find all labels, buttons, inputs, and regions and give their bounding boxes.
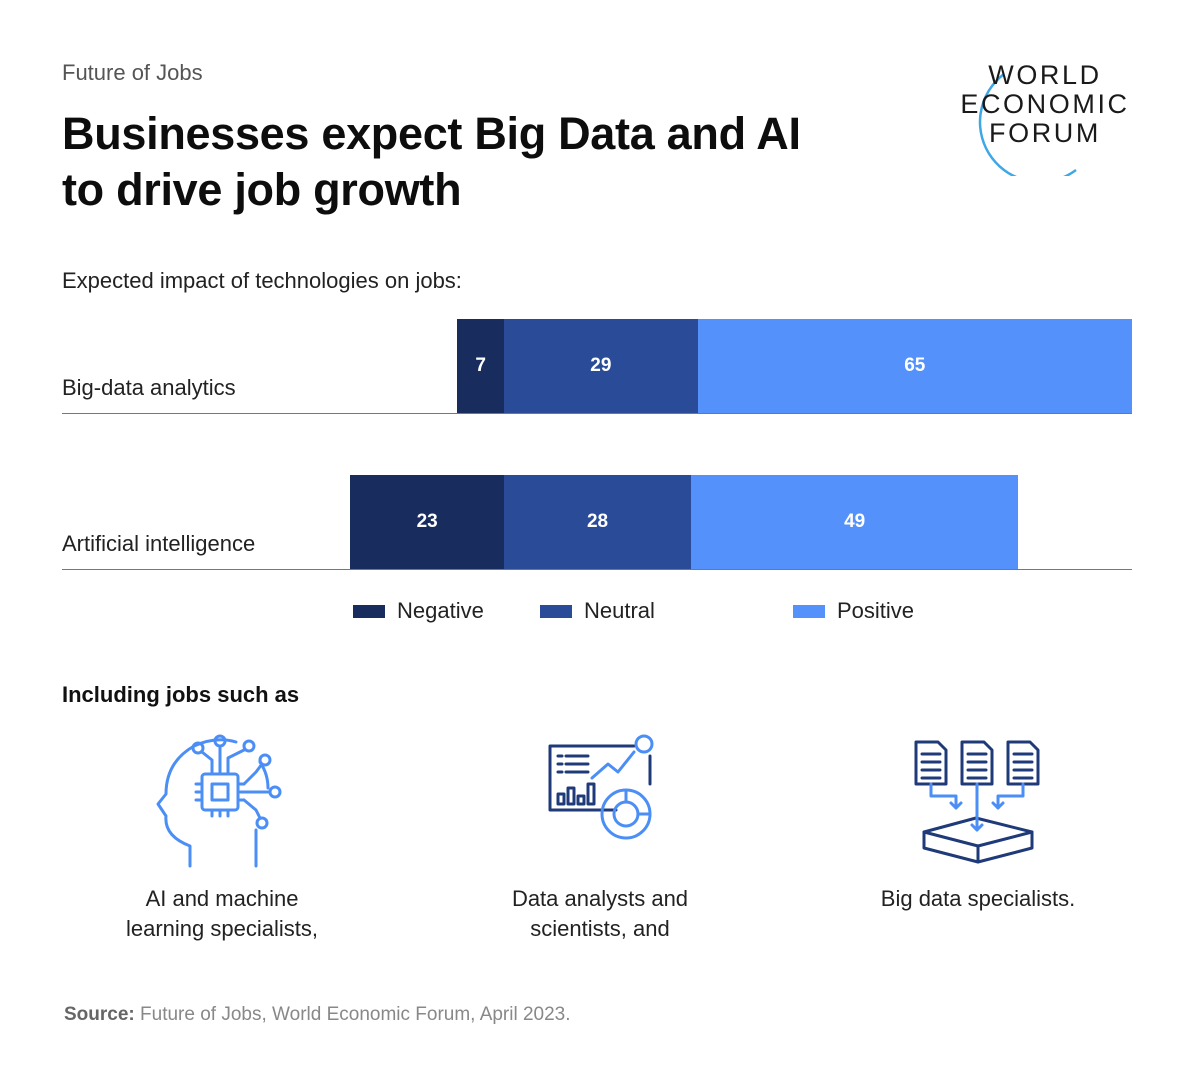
ai-head-icon	[156, 734, 282, 868]
bar-segment-negative-big-data-analytics: 7	[457, 319, 504, 413]
job-caption-bigdata: Big data specialists.	[838, 884, 1118, 914]
logo-line-3: FORUM	[989, 118, 1101, 148]
job-caption-ai: AI and machine learning specialists,	[82, 884, 362, 944]
legend-item-neutral: Neutral	[540, 598, 655, 624]
category-label-big-data-analytics: Big-data analytics	[62, 375, 236, 400]
category-label-artificial-intelligence: Artificial intelligence	[62, 531, 256, 556]
data-label: 49	[844, 511, 866, 532]
legend-swatch	[540, 604, 572, 618]
legend-swatch	[353, 604, 385, 618]
data-label: 65	[904, 355, 926, 376]
kicker: Future of Jobs	[62, 60, 203, 85]
job-caption-ai-line-1: AI and machine	[145, 886, 299, 911]
data-label: 28	[586, 511, 609, 532]
data-label: 7	[475, 355, 486, 376]
job-caption-data-line-2: scientists, and	[530, 916, 670, 941]
job-caption-bigdata-line-1: Big data specialists.	[880, 886, 1076, 911]
job-caption-data-line-1: Data analysts and	[511, 886, 689, 911]
legend-item-positive: Positive	[793, 598, 914, 624]
data-label: 29	[590, 355, 612, 376]
logo-arc	[978, 73, 1077, 176]
bar-segment-negative-artificial-intelligence: 23	[350, 475, 504, 569]
title-line-2: to drive job growth	[62, 164, 462, 215]
legend-label: Negative	[397, 598, 484, 623]
big-data-icon	[914, 740, 1040, 864]
legend-item-negative: Negative	[353, 598, 484, 624]
source-text: Future of Jobs, World Economic Forum, Ap…	[140, 1004, 571, 1025]
jobs-heading: Including jobs such as	[62, 682, 300, 707]
bar-segment-neutral-big-data-analytics: 29	[504, 319, 698, 413]
job-caption-data: Data analysts and scientists, and	[460, 884, 740, 944]
job-caption-ai-line-2: learning specialists,	[126, 916, 318, 941]
legend-label: Positive	[837, 598, 915, 623]
bar-segment-positive-big-data-analytics: 65	[697, 319, 1132, 413]
logo-line-2: ECONOMIC	[960, 89, 1130, 119]
bar-segment-neutral-artificial-intelligence: 28	[504, 475, 692, 569]
title-line-1: Businesses expect Big Data and AI	[62, 108, 801, 159]
legend-label: Neutral	[584, 598, 655, 623]
analytics-dashboard-icon	[548, 734, 654, 840]
category-baseline	[62, 413, 1132, 414]
chart-subtitle: Expected impact of technologies on jobs:	[62, 268, 462, 293]
logo-line-1: WORLD	[988, 60, 1102, 90]
legend-swatch	[793, 604, 825, 618]
bar-segment-positive-artificial-intelligence: 49	[691, 475, 1019, 569]
wef-logo: WORLD ECONOMIC FORUM	[940, 58, 1150, 176]
data-label: 23	[416, 511, 438, 532]
page-title: Businesses expect Big Data and AI to dri…	[62, 106, 902, 218]
source-note: Source: Future of Jobs, World Economic F…	[64, 1004, 571, 1026]
source-label: Source:	[64, 1004, 135, 1025]
category-baseline	[62, 569, 1132, 570]
